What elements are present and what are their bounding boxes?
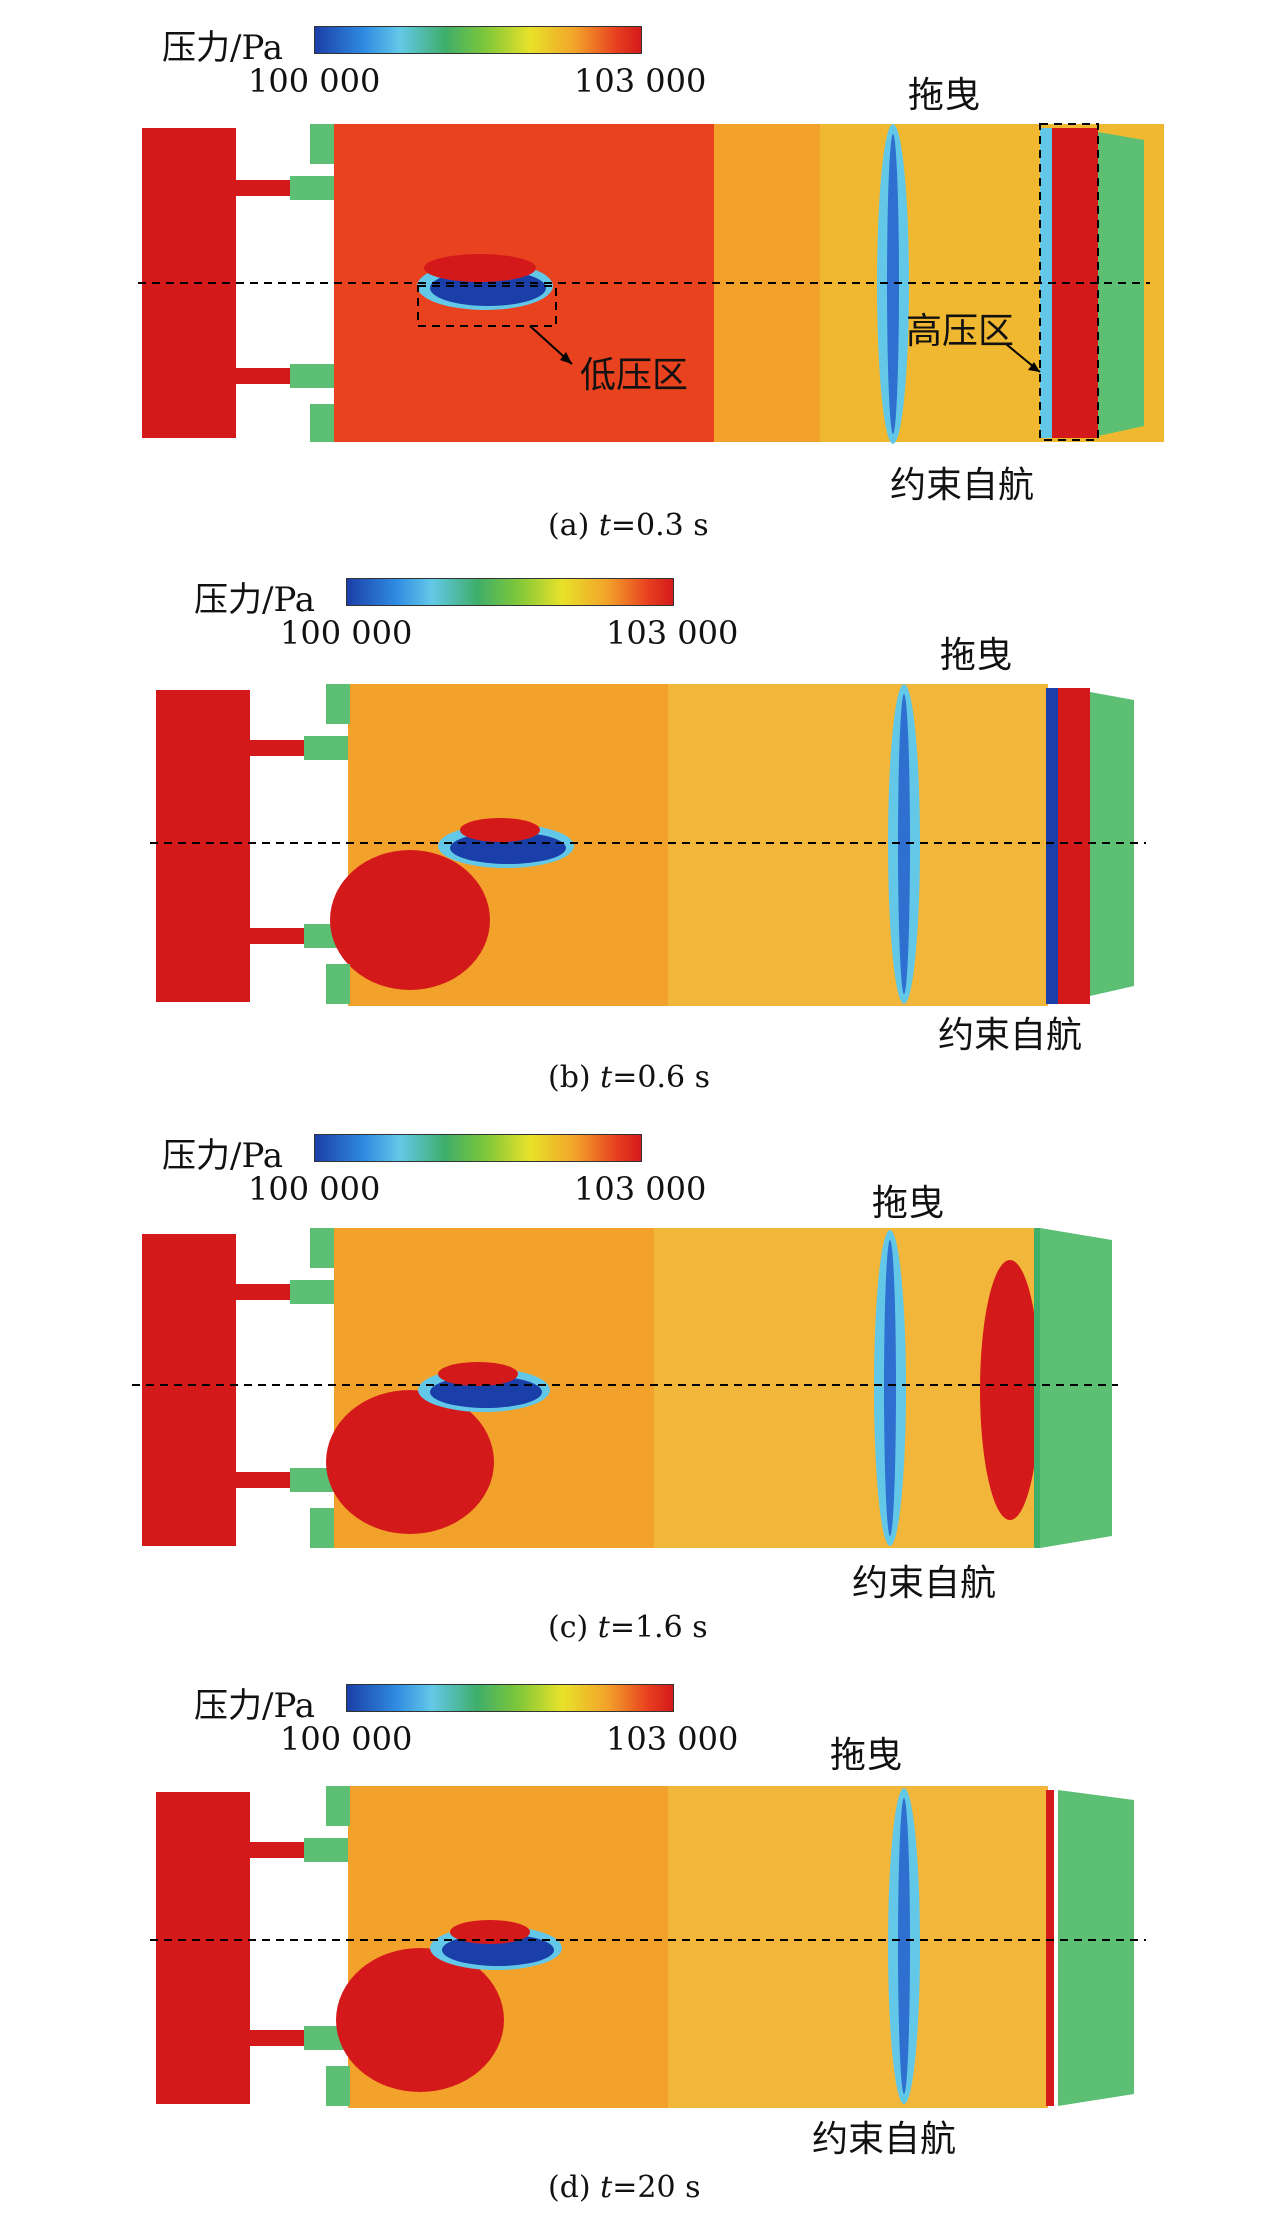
tow-label: 拖曳	[830, 1735, 903, 1776]
colorbar	[314, 26, 642, 54]
colorbar-min-label: 100 000	[280, 1720, 413, 1758]
pressure-contour-b	[150, 684, 1146, 1006]
pressure-contour-a	[138, 123, 1164, 444]
colorbar	[346, 578, 674, 606]
panel-c: 压力/Pa 100 000 103 000 拖曳 约束自航 (c) t=1.6 …	[0, 1110, 1276, 1670]
legend-title: 压力/Pa	[162, 28, 284, 68]
pressure-contour-c	[132, 1228, 1118, 1548]
colorbar-max-label: 103 000	[606, 1720, 739, 1758]
pressure-contour-d	[150, 1786, 1146, 2108]
legend-title: 压力/Pa	[194, 580, 316, 620]
legend-title: 压力/Pa	[194, 1686, 316, 1726]
colorbar-max-label: 103 000	[574, 62, 707, 100]
panel-a: 压力/Pa 100 000 103 000 拖曳	[0, 0, 1276, 560]
colorbar-min-label: 100 000	[248, 1170, 381, 1208]
self-propulsion-label: 约束自航	[938, 1015, 1083, 1056]
colorbar	[314, 1134, 642, 1162]
self-propulsion-label: 约束自航	[812, 2119, 957, 2160]
panel-d: 压力/Pa 100 000 103 000 拖曳 约束自航 (d) t=20 s	[0, 1670, 1276, 2219]
high-pressure-label: 高压区	[906, 311, 1015, 352]
colorbar	[346, 1684, 674, 1712]
caption-d: (d) t=20 s	[548, 2170, 701, 2205]
caption-c: (c) t=1.6 s	[548, 1610, 708, 1645]
caption-b: (b) t=0.6 s	[548, 1060, 711, 1095]
tow-label: 拖曳	[940, 635, 1013, 676]
low-pressure-label: 低压区	[580, 355, 689, 396]
tow-label: 拖曳	[872, 1183, 945, 1224]
legend-title: 压力/Pa	[162, 1136, 284, 1176]
self-propulsion-label: 约束自航	[890, 465, 1035, 506]
caption-a: (a) t=0.3 s	[548, 508, 709, 543]
colorbar-min-label: 100 000	[248, 62, 381, 100]
panel-b: 压力/Pa 100 000 103 000 拖曳 约束自航 (b) t=0.6 …	[0, 560, 1276, 1110]
tow-label: 拖曳	[908, 75, 981, 116]
self-propulsion-label: 约束自航	[852, 1563, 997, 1604]
colorbar-max-label: 103 000	[606, 614, 739, 652]
colorbar-max-label: 103 000	[574, 1170, 707, 1208]
colorbar-min-label: 100 000	[280, 614, 413, 652]
